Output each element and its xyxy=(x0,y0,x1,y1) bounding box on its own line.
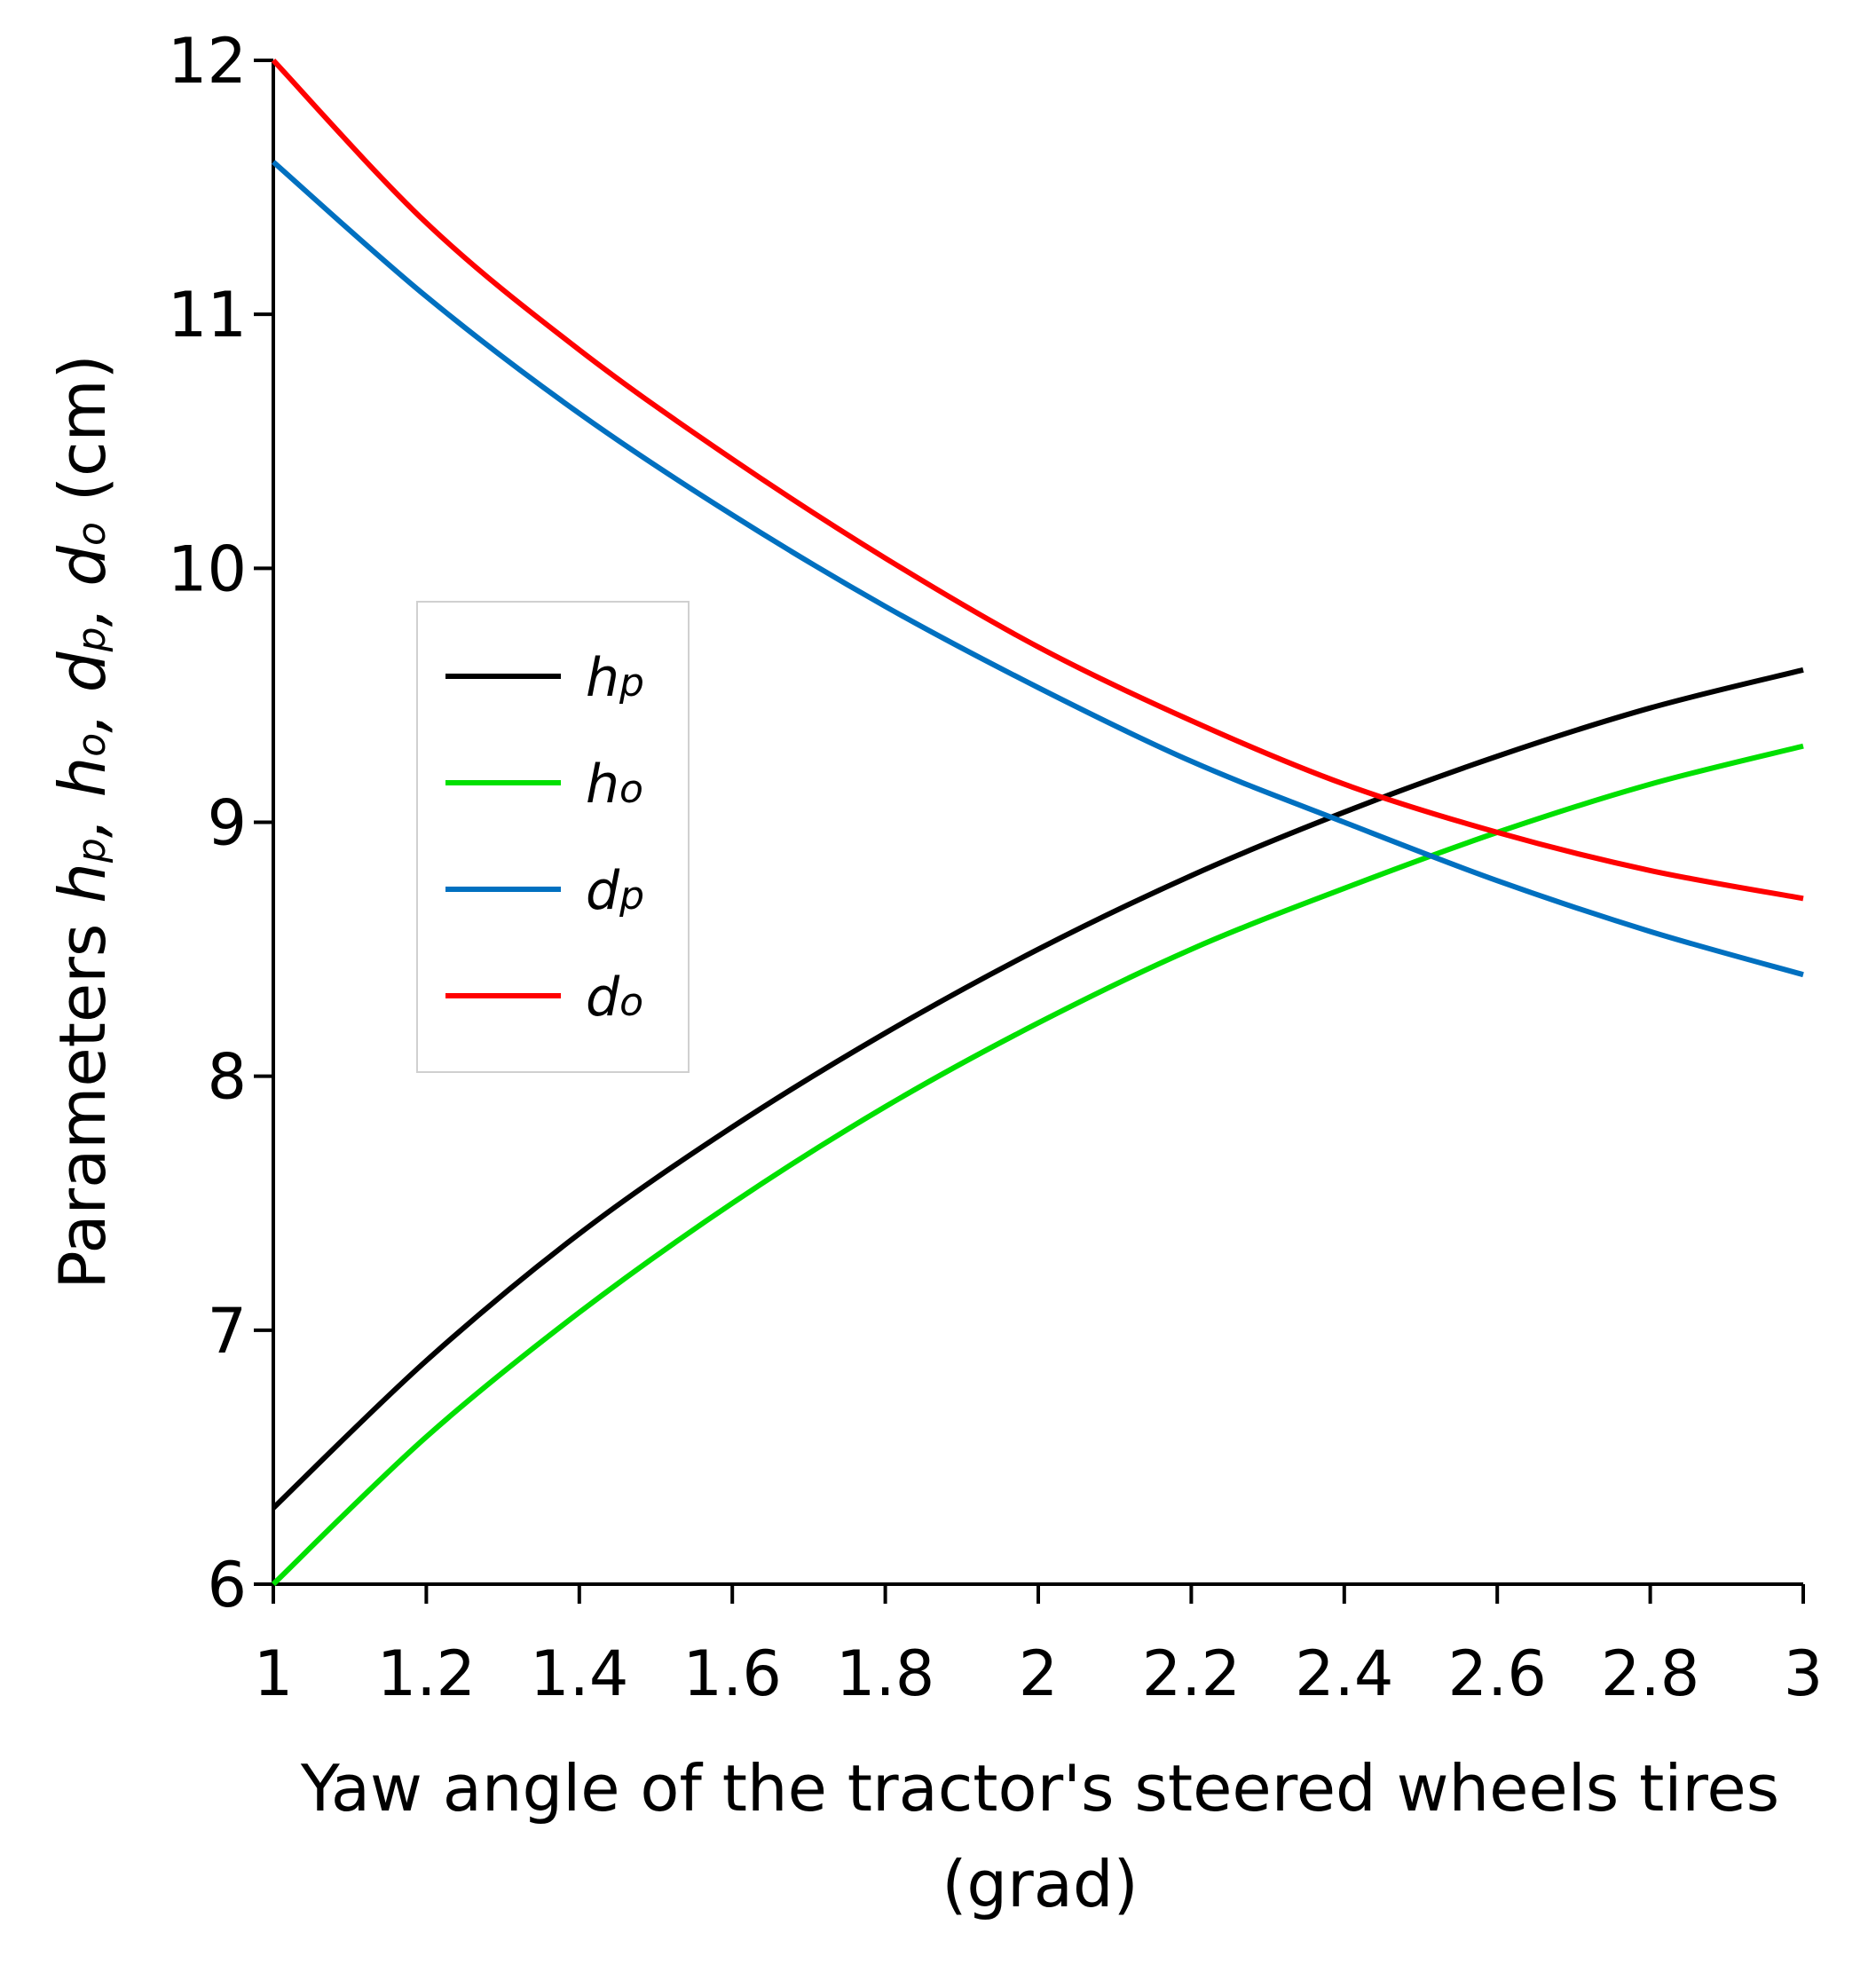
x-tick-label: 2 xyxy=(1019,1637,1059,1710)
x-tick-label: 1.6 xyxy=(683,1637,782,1710)
series-line-hp xyxy=(271,667,1804,1511)
y-tick-label: 10 xyxy=(168,532,247,605)
legend-label-dp: dp xyxy=(586,860,644,922)
series-line-dp xyxy=(272,160,1804,978)
legend-label-hp: hp xyxy=(586,647,644,709)
x-tick-label: 2.2 xyxy=(1142,1637,1241,1710)
y-tick-label: 11 xyxy=(168,279,247,351)
legend-label-ho: ho xyxy=(586,753,643,816)
series-lines xyxy=(271,58,1804,1587)
x-axis-title-unit: (grad) xyxy=(942,1847,1138,1921)
x-tick-label: 1.8 xyxy=(836,1637,934,1710)
series-line-do xyxy=(271,58,1804,902)
legend: hp ho dp do xyxy=(416,601,690,1073)
x-ticks: 1 1.2 1.4 1.6 1.8 2 2.2 2.4 2.6 2.8 3 xyxy=(254,1584,1824,1710)
legend-label-do: do xyxy=(586,966,643,1029)
y-tick-label: 9 xyxy=(207,787,247,860)
x-tick-label: 1.4 xyxy=(530,1637,628,1710)
y-tick-label: 6 xyxy=(207,1549,247,1621)
legend-box xyxy=(416,601,690,1073)
y-tick-label: 7 xyxy=(207,1295,247,1368)
x-tick-label: 3 xyxy=(1784,1637,1824,1710)
x-tick-label: 2.4 xyxy=(1295,1637,1393,1710)
x-tick-label: 1.2 xyxy=(377,1637,476,1710)
x-tick-label: 2.8 xyxy=(1601,1637,1699,1710)
series-line-ho xyxy=(271,743,1804,1587)
x-axis-title: Yaw angle of the tractor's steered wheel… xyxy=(300,1751,1779,1826)
x-tick-label: 2.6 xyxy=(1448,1637,1547,1710)
y-tick-label: 12 xyxy=(168,25,247,98)
y-ticks: 6 7 8 9 10 11 12 xyxy=(168,25,273,1621)
x-tick-label: 1 xyxy=(254,1637,294,1710)
y-axis-title: Parameters hp, ho, dp, do (cm) xyxy=(45,354,120,1290)
y-tick-label: 8 xyxy=(207,1041,247,1114)
